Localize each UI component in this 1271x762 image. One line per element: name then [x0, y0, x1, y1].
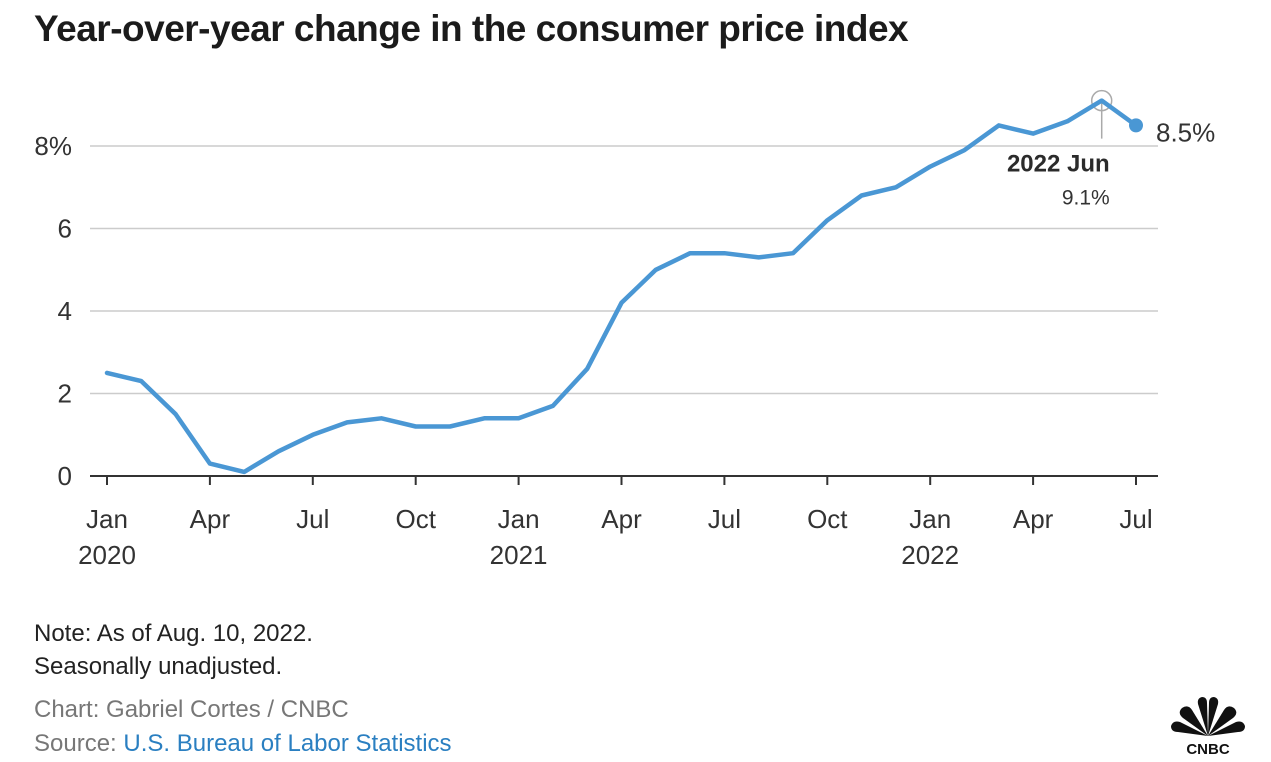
note-line-1: Note: As of Aug. 10, 2022. [34, 620, 313, 647]
x-tick-year-label: 2021 [490, 540, 548, 570]
chart-credit: Chart: Gabriel Cortes / CNBC [34, 696, 349, 723]
x-tick-month-label: Jan [909, 504, 951, 534]
x-axis-ticks: Jan 2020 Apr Jul Oct Jan 2021 Apr Jul Oct Jan 2022 A… [78, 476, 1153, 570]
x-tick-month-label: Oct [807, 504, 848, 534]
y-axis-labels: 0 2 4 6 8% [34, 131, 72, 491]
chart-title: Year-over-year change in the consumer pr… [34, 8, 909, 49]
source-prefix: Source: [34, 730, 124, 757]
end-point-group: 8.5% [1129, 117, 1215, 147]
note-line-2: Seasonally unadjusted. [34, 653, 283, 680]
x-tick-year-label: 2020 [78, 540, 136, 570]
x-tick-month-label: Jul [296, 504, 329, 534]
cpi-series-line [104, 98, 1139, 475]
y-tick-label: 4 [58, 296, 72, 326]
x-tick-month-label: Jan [86, 504, 128, 534]
x-tick-month-label: Jul [708, 504, 741, 534]
x-tick-month-label: Apr [601, 504, 642, 534]
x-tick-month-label: Jul [1119, 504, 1152, 534]
grid-lines [90, 145, 1158, 395]
annotation-label: 2022 Jun [1007, 151, 1110, 178]
end-point-marker [1129, 118, 1143, 133]
x-tick-month-label: Jan [498, 504, 540, 534]
y-tick-label: 2 [58, 379, 72, 409]
y-tick-label: 6 [58, 214, 72, 244]
y-tick-label: 0 [58, 461, 72, 491]
x-tick-month-label: Apr [190, 504, 231, 534]
x-tick-month-label: Oct [395, 504, 436, 534]
logo-wordmark: CNBC [1186, 741, 1229, 756]
annotation-value: 9.1% [1062, 187, 1110, 210]
x-tick-year-label: 2022 [901, 540, 959, 570]
end-value-label: 8.5% [1156, 117, 1215, 147]
x-tick-month-label: Apr [1013, 504, 1054, 534]
source-line: Source: U.S. Bureau of Labor Statistics [34, 730, 452, 758]
y-tick-label: 8% [34, 131, 72, 161]
cnbc-logo-icon: CNBC [1171, 697, 1245, 756]
source-link[interactable]: U.S. Bureau of Labor Statistics [123, 730, 452, 757]
annotation-marker [1090, 89, 1113, 112]
peak-annotation: 2022 Jun 9.1% [1007, 89, 1113, 210]
